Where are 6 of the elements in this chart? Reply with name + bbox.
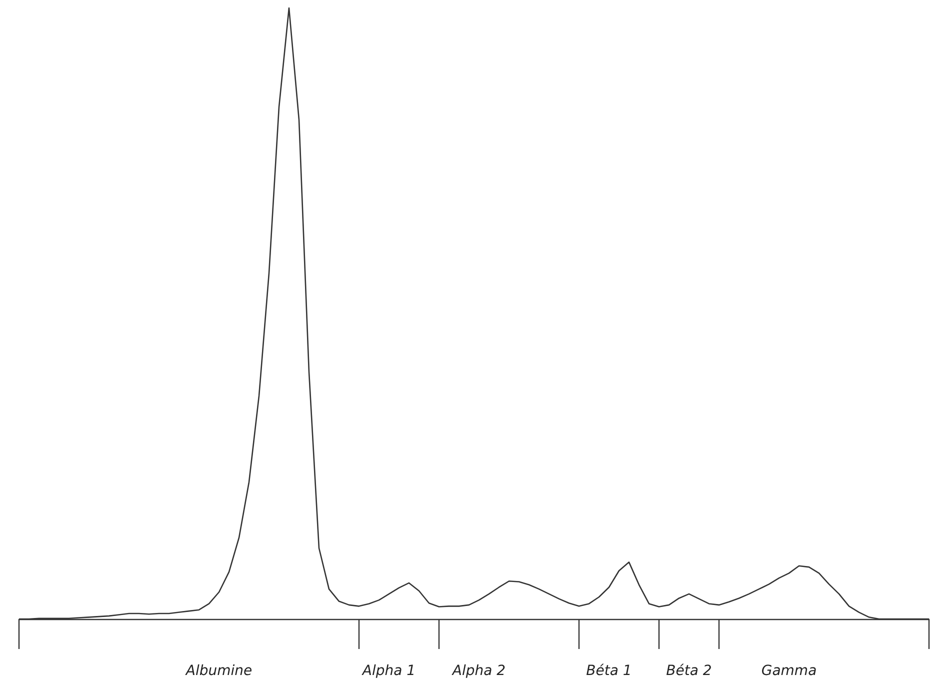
x-tick-label: Béta 2 — [666, 663, 712, 679]
x-tick-label: Alpha 2 — [451, 663, 506, 679]
x-tick-label: Alpha 1 — [361, 663, 416, 679]
x-tick-label: Albumine — [184, 663, 252, 679]
x-tick-label: Gamma — [761, 663, 817, 679]
x-tick-label: Béta 1 — [586, 663, 632, 679]
